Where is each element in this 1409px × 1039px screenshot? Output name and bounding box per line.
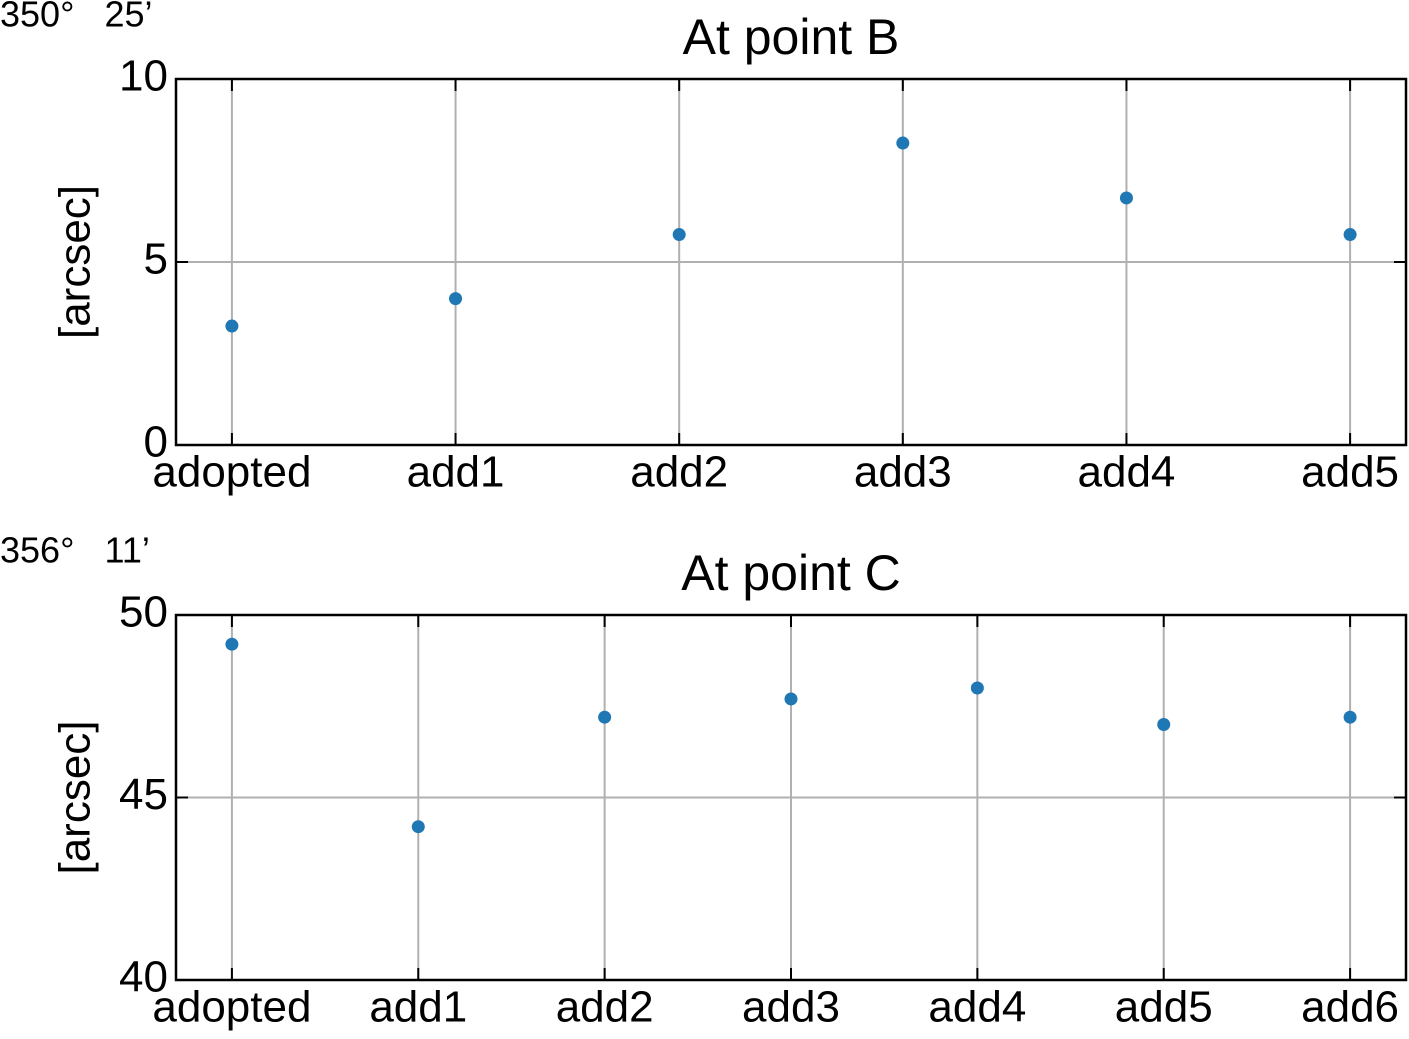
x-tick-label: add3 (854, 448, 952, 497)
data-point (411, 820, 425, 834)
x-tick-label: adopted (152, 448, 311, 497)
data-point (225, 637, 239, 651)
corner-annotation: 356° 11’ (0, 530, 150, 571)
data-point (672, 228, 686, 242)
plot-frame (174, 613, 1408, 982)
x-tick-label: add5 (1115, 983, 1213, 1032)
data-point (1343, 228, 1357, 242)
y-tick-label: 50 (119, 588, 168, 637)
x-tick-label: adopted (152, 983, 311, 1032)
data-point (1157, 718, 1171, 731)
data-point (1343, 710, 1357, 724)
y-tick-label: 45 (119, 770, 168, 819)
x-tick-label: add1 (407, 448, 505, 497)
data-point (225, 319, 239, 333)
x-tick-label: add1 (369, 983, 467, 1032)
data-point (449, 292, 463, 306)
chart-title: At point C (681, 545, 901, 601)
x-tick-label: add5 (1301, 448, 1399, 497)
y-tick-label: 5 (144, 235, 168, 284)
corner-annotation: 350° 25’ (0, 0, 153, 35)
chart-title: At point B (683, 9, 900, 65)
data-point (896, 136, 910, 150)
plot-frame (174, 77, 1408, 447)
x-tick-label: add2 (556, 983, 654, 1032)
x-tick-label: add3 (742, 983, 840, 1032)
x-tick-label: add6 (1301, 983, 1399, 1032)
y-tick-label: 10 (119, 52, 168, 101)
data-point (598, 710, 612, 724)
y-axis-label: [arcsec] (51, 720, 100, 874)
data-point (1119, 191, 1133, 205)
x-tick-label: add4 (928, 983, 1026, 1032)
data-point (970, 681, 984, 695)
y-tick-label: 0 (144, 418, 168, 467)
data-point (784, 692, 798, 706)
x-tick-label: add4 (1078, 448, 1176, 497)
y-tick-label: 40 (119, 953, 168, 1002)
y-axis-label: [arcsec] (51, 185, 100, 339)
x-tick-label: add2 (630, 448, 728, 497)
